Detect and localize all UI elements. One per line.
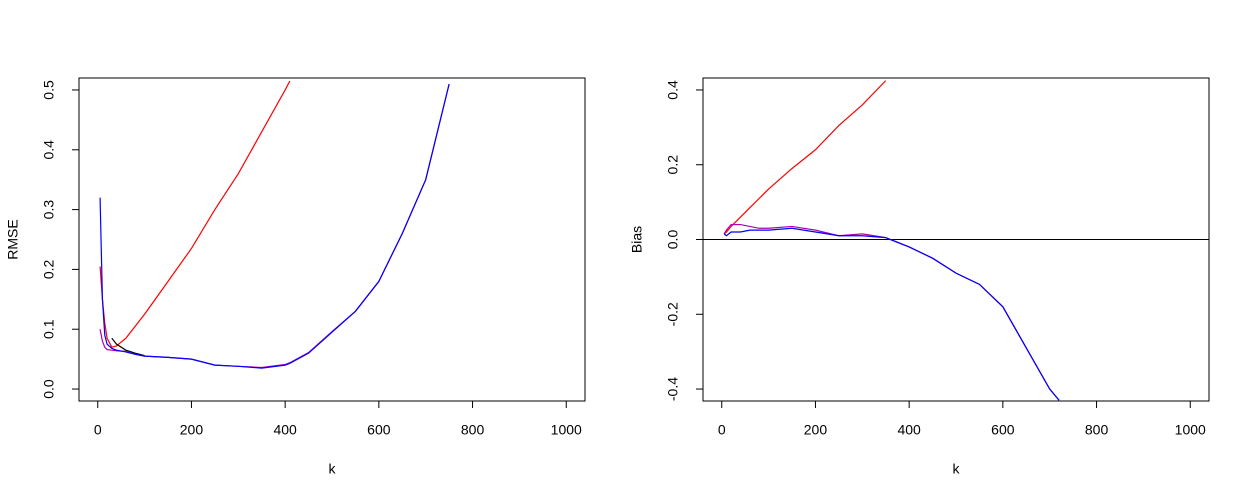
- y-tick-label: -0.2: [665, 302, 681, 326]
- x-tick-label: 600: [367, 422, 391, 438]
- series-line: [111, 337, 145, 357]
- x-tick-label: 800: [461, 422, 485, 438]
- y-tick-label: 0.3: [41, 200, 57, 220]
- y-tick-label: 0.0: [41, 379, 57, 399]
- x-tick-label: 0: [718, 422, 726, 438]
- x-tick-label: 1000: [1175, 422, 1206, 438]
- y-tick-label: 0.5: [41, 80, 57, 100]
- series-line: [99, 80, 291, 348]
- plot-frame: [78, 77, 586, 402]
- x-tick-label: 200: [804, 422, 828, 438]
- x-tick-label: 400: [273, 422, 297, 438]
- y-axis-label: RMSE: [5, 219, 21, 259]
- x-tick-label: 0: [94, 422, 102, 438]
- y-tick-label: 0.1: [41, 319, 57, 339]
- panel: 0 200 400 600 800 1000 -0.4 -0.2 0.0 0.2 0.4 k Bias: [629, 77, 1210, 477]
- y-tick-label: 0.4: [665, 80, 681, 100]
- y-tick-label: 0.4: [41, 140, 57, 160]
- y-axis-label: Bias: [629, 226, 645, 253]
- y-tick-label: 0.2: [665, 155, 681, 175]
- y-tick-label: -0.4: [665, 377, 681, 401]
- series-line: [723, 223, 1060, 401]
- panel: 0 200 400 600 800 1000 0.0 0.1 0.2 0.3 0.4 0.5 k RMSE: [5, 77, 586, 477]
- series-line: [723, 80, 887, 235]
- x-tick-label: 400: [897, 422, 921, 438]
- y-tick-label: 0.0: [665, 230, 681, 250]
- x-axis-label: k: [953, 461, 961, 477]
- series-line: [723, 227, 1060, 401]
- series-line: [99, 83, 450, 369]
- series-line: [99, 83, 450, 369]
- plot-lines: [99, 80, 450, 369]
- x-tick-label: 600: [991, 422, 1015, 438]
- x-axis-label: k: [329, 461, 337, 477]
- plot-lines: [703, 80, 1209, 401]
- x-tick-label: 800: [1085, 422, 1109, 438]
- x-tick-label: 1000: [551, 422, 582, 438]
- x-tick-label: 200: [180, 422, 204, 438]
- y-tick-label: 0.2: [41, 259, 57, 279]
